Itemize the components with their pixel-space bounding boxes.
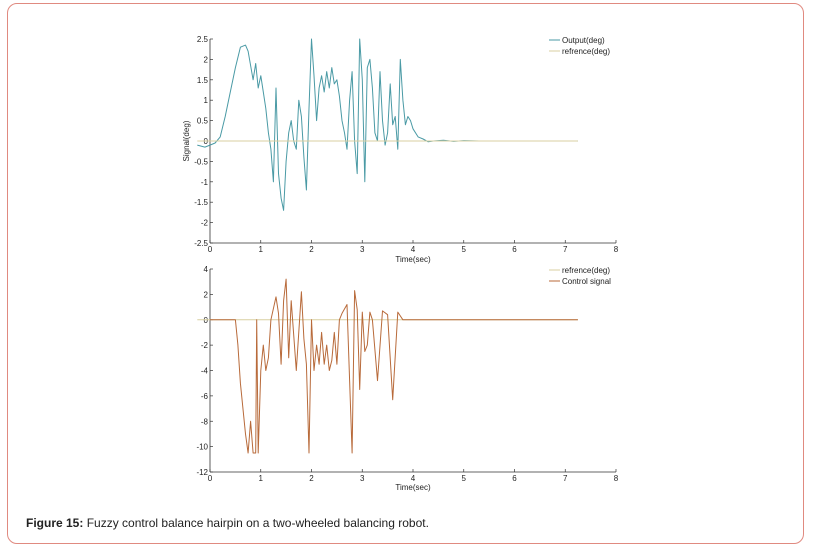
figure-frame — [7, 3, 804, 544]
y-tick-label: 1.5 — [197, 76, 209, 85]
y-tick-label: -12 — [196, 468, 208, 477]
x-tick-label: 0 — [208, 474, 213, 483]
x-axis-label: Time(sec) — [395, 483, 431, 492]
x-tick-label: 6 — [512, 245, 517, 254]
legend-label: refrence(deg) — [562, 266, 610, 275]
legend-label: Control signal — [562, 277, 611, 286]
y-tick-label: -2 — [201, 219, 209, 228]
y-tick-label: -0.5 — [194, 157, 208, 166]
legend-label: refrence(deg) — [562, 47, 610, 56]
y-tick-label: -1.5 — [194, 198, 208, 207]
y-tick-label: -2 — [201, 341, 209, 350]
y-tick-label: -6 — [201, 392, 209, 401]
y-tick-label: 0.5 — [197, 117, 209, 126]
x-tick-label: 3 — [360, 245, 365, 254]
y-tick-label: -4 — [201, 367, 209, 376]
x-tick-label: 2 — [309, 245, 314, 254]
y-tick-label: 4 — [204, 265, 209, 274]
series-line-1-1 — [197, 38, 578, 211]
y-tick-label: -1 — [201, 178, 209, 187]
x-tick-label: 5 — [462, 245, 467, 254]
y-tick-label: -2.5 — [194, 239, 208, 248]
x-tick-label: 5 — [462, 474, 467, 483]
x-tick-label: 1 — [259, 474, 264, 483]
x-tick-label: 6 — [512, 474, 517, 483]
x-axis-label: Time(sec) — [395, 255, 431, 264]
caption-label: Figure 15: — [26, 516, 84, 530]
x-tick-label: 3 — [360, 474, 365, 483]
y-tick-label: 2 — [204, 290, 209, 299]
y-tick-label: 1 — [204, 96, 209, 105]
series-line-2-2 — [210, 278, 578, 454]
x-tick-label: 8 — [614, 245, 619, 254]
legend-label: Output(deg) — [562, 36, 605, 45]
y-tick-label: 2.5 — [197, 35, 209, 44]
x-tick-label: 8 — [614, 474, 619, 483]
x-tick-label: 4 — [411, 474, 416, 483]
x-tick-label: 7 — [563, 474, 568, 483]
x-tick-label: 1 — [259, 245, 264, 254]
y-tick-label: -8 — [201, 417, 209, 426]
figure-caption: Figure 15: Fuzzy control balance hairpin… — [26, 516, 429, 530]
x-tick-label: 0 — [208, 245, 213, 254]
x-tick-label: 7 — [563, 245, 568, 254]
y-tick-label: 2 — [204, 55, 209, 64]
caption-text: Fuzzy control balance hairpin on a two-w… — [86, 516, 429, 530]
x-tick-label: 2 — [309, 474, 314, 483]
y-axis-label: Signal(deg) — [182, 120, 191, 161]
x-tick-label: 4 — [411, 245, 416, 254]
y-tick-label: -10 — [196, 443, 208, 452]
